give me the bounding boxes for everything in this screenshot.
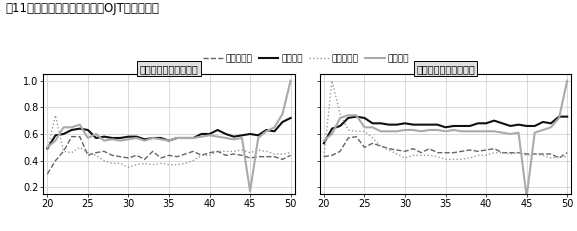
Legend: 男：非実現, 男：実現, 女：非実現, 女：実現: 男：非実現, 男：実現, 女：非実現, 女：実現 bbox=[199, 51, 413, 67]
Text: 職業能力を高める機会: 職業能力を高める機会 bbox=[416, 64, 475, 74]
Text: 教育訓練を受ける機会: 教育訓練を受ける機会 bbox=[140, 64, 198, 74]
Text: 図11　就業キャリアにおけるOJTの利用機会: 図11 就業キャリアにおけるOJTの利用機会 bbox=[6, 2, 160, 15]
